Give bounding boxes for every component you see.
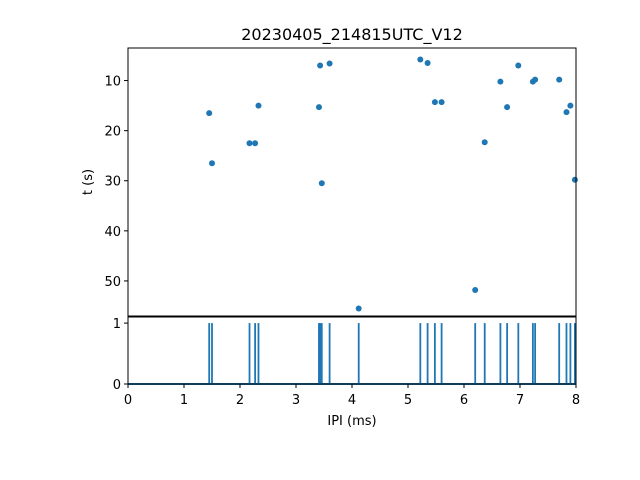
spike-y-tick-label: 0 <box>113 378 121 393</box>
scatter-points <box>206 56 578 312</box>
scatter-point-13 <box>438 99 445 106</box>
scatter-point-11 <box>424 60 431 66</box>
scatter-y-tick-label: 40 <box>104 225 121 240</box>
scatter-point-12 <box>431 99 438 106</box>
scatter-point-17 <box>504 104 511 111</box>
scatter-point-21 <box>556 76 563 83</box>
x-tick-label: 2 <box>236 393 244 408</box>
scatter-point-23 <box>567 102 574 109</box>
scatter-axes-frame <box>127 47 577 317</box>
scatter-point-10 <box>417 56 424 63</box>
spike-y-tick-label: 1 <box>113 317 121 332</box>
scatter-point-14 <box>472 287 479 293</box>
scatter-point-22 <box>563 109 570 116</box>
scatter-point-8 <box>326 60 333 67</box>
spike-y-ticks: 01 <box>113 317 128 393</box>
spike-x-ticks: 0 1 2 3 4 5 6 7 8 <box>124 384 580 408</box>
x-tick-label: 5 <box>404 393 412 408</box>
scatter-point-6 <box>317 62 324 69</box>
chart-title: 20230405_214815UTC_V12 <box>241 25 463 45</box>
x-tick-label: 8 <box>572 393 580 408</box>
scatter-point-7 <box>318 180 325 187</box>
scatter-point-4 <box>255 102 262 109</box>
x-tick-label: 1 <box>180 393 188 408</box>
scatter-point-0 <box>206 110 213 117</box>
scatter-panel: 20230405_214815UTC_V12 10 20 30 40 50 t (s) <box>81 25 578 317</box>
scatter-point-5 <box>316 104 322 111</box>
x-tick-label: 3 <box>292 393 300 408</box>
spike-axes-frame <box>127 316 577 385</box>
spike-x-axis-label: IPI (ms) <box>327 414 376 429</box>
scatter-point-1 <box>209 160 215 167</box>
scatter-y-tick-label: 10 <box>104 75 121 90</box>
scatter-point-3 <box>252 140 259 147</box>
scatter-y-tick-label: 20 <box>104 125 121 140</box>
scatter-point-15 <box>481 139 488 146</box>
scatter-y-tick-label: 50 <box>104 275 121 290</box>
scatter-point-24 <box>571 176 578 183</box>
x-tick-label: 7 <box>516 393 524 408</box>
scatter-point-18 <box>515 62 522 69</box>
x-tick-label: 6 <box>460 393 468 408</box>
scatter-point-20 <box>532 76 539 83</box>
scatter-y-axis-label: t (s) <box>81 169 96 195</box>
scatter-point-16 <box>497 78 504 85</box>
scatter-point-2 <box>246 140 253 147</box>
scatter-y-tick-label: 30 <box>104 175 121 190</box>
x-tick-label: 4 <box>348 393 356 408</box>
x-tick-label: 0 <box>124 393 132 408</box>
scatter-y-ticks: 10 20 30 40 50 <box>104 75 128 290</box>
scatter-point-9 <box>355 305 362 312</box>
